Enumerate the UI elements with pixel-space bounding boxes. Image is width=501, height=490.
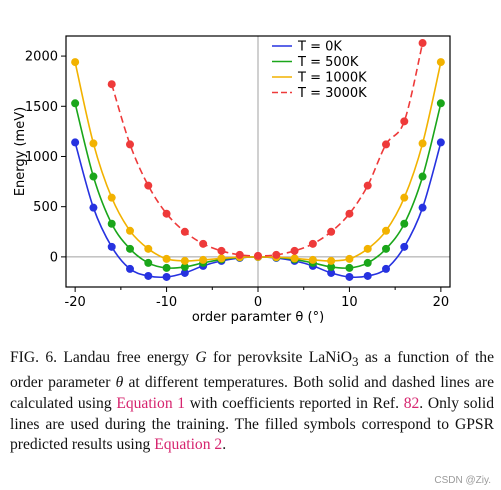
data-point-t-500k bbox=[400, 219, 409, 228]
y-tick-label: 0 bbox=[50, 250, 58, 265]
data-point-t-1000k bbox=[144, 244, 153, 253]
data-point-t-0k bbox=[418, 203, 427, 212]
data-point-t-500k bbox=[71, 99, 80, 108]
data-point-t-500k bbox=[327, 262, 336, 271]
data-point-t-3000k bbox=[217, 246, 226, 255]
legend-label: T = 1000K bbox=[297, 71, 367, 86]
data-point-t-3000k bbox=[235, 250, 244, 259]
data-point-t-0k bbox=[400, 242, 409, 251]
data-point-t-3000k bbox=[382, 140, 390, 149]
data-point-t-0k bbox=[162, 272, 171, 281]
x-tick-label: 0 bbox=[254, 295, 262, 310]
data-point-t-0k bbox=[126, 264, 134, 273]
caption-text: . Only solid lines are used during the t… bbox=[10, 394, 495, 454]
y-tick-label: 1500 bbox=[25, 100, 58, 115]
data-point-t-0k bbox=[144, 271, 153, 280]
data-point-t-1000k bbox=[382, 226, 390, 235]
data-point-t-0k bbox=[180, 268, 189, 277]
data-point-t-3000k bbox=[327, 227, 336, 236]
data-point-t-500k bbox=[418, 172, 427, 181]
caption-text: FIG. 6. Landau free energy bbox=[10, 349, 196, 366]
data-point-t-3000k bbox=[107, 80, 116, 89]
caption-text: . bbox=[222, 436, 227, 454]
data-point-t-1000k bbox=[199, 255, 208, 264]
x-tick-label: -20 bbox=[65, 295, 86, 310]
data-point-t-0k bbox=[327, 268, 336, 277]
data-point-t-500k bbox=[162, 263, 171, 272]
legend-label: T = 3000K bbox=[297, 86, 367, 101]
data-point-t-0k bbox=[436, 138, 445, 147]
data-point-t-1000k bbox=[436, 58, 445, 67]
data-point-t-500k bbox=[107, 219, 116, 228]
data-point-t-1000k bbox=[345, 254, 354, 263]
y-tick-label: 500 bbox=[33, 200, 58, 215]
data-point-t-1000k bbox=[308, 255, 317, 264]
data-point-t-0k bbox=[345, 272, 354, 281]
data-point-t-500k bbox=[144, 258, 153, 267]
data-point-t-3000k bbox=[400, 117, 409, 126]
equation-1-link[interactable]: Equation 1 bbox=[116, 394, 186, 412]
data-point-t-500k bbox=[89, 172, 98, 181]
y-tick-label: 2000 bbox=[25, 50, 58, 65]
data-point-t-0k bbox=[363, 271, 372, 280]
data-point-t-1000k bbox=[418, 139, 427, 148]
figure-caption: FIG. 6. Landau free energy G for perovks… bbox=[10, 348, 494, 456]
data-point-t-0k bbox=[382, 264, 390, 273]
y-tick-label: 1000 bbox=[25, 150, 58, 165]
data-point-t-3000k bbox=[144, 181, 153, 190]
data-point-t-1000k bbox=[126, 226, 134, 235]
data-point-t-3000k bbox=[162, 209, 171, 218]
data-point-t-1000k bbox=[180, 256, 189, 265]
caption-text: at different temperatures. Both solid an… bbox=[10, 373, 494, 412]
data-point-t-1000k bbox=[89, 139, 98, 148]
data-point-t-3000k bbox=[363, 181, 372, 190]
legend-label: T = 0K bbox=[297, 40, 342, 55]
data-point-t-0k bbox=[107, 242, 116, 251]
legend-label: T = 500K bbox=[297, 55, 359, 70]
data-point-t-3000k bbox=[254, 251, 262, 260]
data-point-t-500k bbox=[436, 99, 445, 108]
data-point-t-1000k bbox=[290, 254, 299, 263]
data-point-t-500k bbox=[126, 244, 134, 253]
ref-82-link[interactable]: 82 bbox=[403, 394, 420, 412]
data-point-t-1000k bbox=[162, 254, 171, 263]
x-tick-label: 10 bbox=[341, 295, 358, 310]
watermark: CSDN @Ziy. bbox=[434, 475, 491, 486]
data-point-t-3000k bbox=[418, 39, 427, 48]
data-point-t-1000k bbox=[327, 256, 336, 265]
data-point-t-0k bbox=[89, 203, 98, 212]
data-point-t-3000k bbox=[345, 209, 354, 218]
caption-text: with coefficients reported in Ref. bbox=[185, 394, 404, 412]
data-point-t-1000k bbox=[71, 58, 80, 67]
data-point-t-3000k bbox=[199, 239, 208, 248]
caption-math-g: G bbox=[195, 349, 207, 366]
data-point-t-3000k bbox=[290, 246, 299, 255]
data-point-t-1000k bbox=[107, 193, 116, 202]
energy-plot: -20 -10 0 10 20 0 500 1000 1500 2000 order paramte… bbox=[13, 35, 451, 325]
x-tick-label: -10 bbox=[156, 295, 177, 310]
caption-math-theta: θ bbox=[115, 373, 124, 391]
data-point-t-1000k bbox=[400, 193, 409, 202]
data-point-t-3000k bbox=[126, 140, 134, 149]
data-point-t-500k bbox=[363, 258, 372, 267]
x-axis-label: order paramter θ (°) bbox=[192, 310, 324, 325]
data-point-t-500k bbox=[180, 262, 189, 271]
data-point-t-1000k bbox=[363, 244, 372, 253]
data-point-t-3000k bbox=[272, 250, 281, 259]
data-point-t-0k bbox=[71, 138, 80, 147]
data-point-t-500k bbox=[345, 263, 354, 272]
data-point-t-1000k bbox=[217, 254, 226, 263]
data-point-t-500k bbox=[382, 244, 390, 253]
caption-text: as a function of the order parameter bbox=[10, 349, 495, 391]
data-point-t-3000k bbox=[180, 227, 189, 236]
x-tick-label: 20 bbox=[433, 295, 450, 310]
y-axis-label: Energy (meV) bbox=[13, 107, 28, 196]
energy-figure: -20 -10 0 10 20 0 500 1000 1500 2000 order paramte… bbox=[13, 35, 451, 325]
caption-text: for perovksite LaNiO bbox=[206, 349, 353, 366]
series-line-t-3000k bbox=[110, 42, 424, 257]
data-point-t-3000k bbox=[308, 239, 317, 248]
caption-subscript: 3 bbox=[352, 354, 359, 370]
equation-2-link[interactable]: Equation 2 bbox=[154, 436, 223, 454]
